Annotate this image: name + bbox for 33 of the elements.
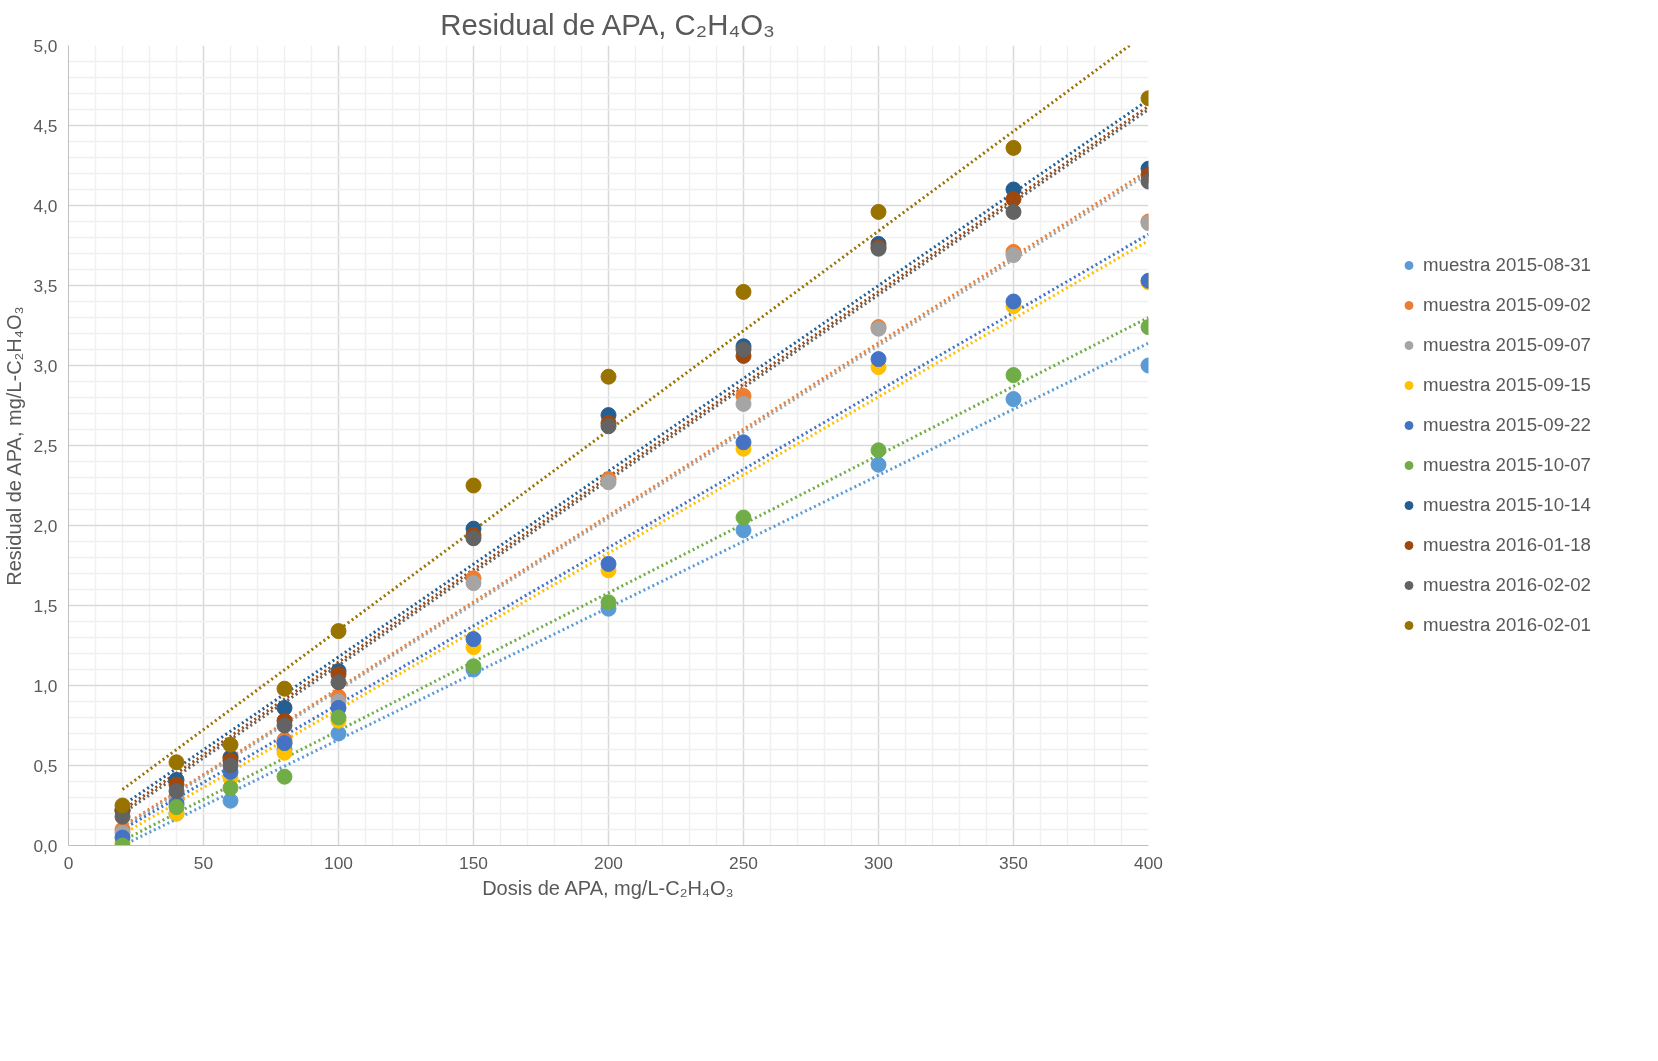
y-tick-label: 3,5 (33, 275, 58, 296)
y-tick-label: 1,5 (33, 595, 58, 616)
legend-label: muestra 2015-09-07 (1422, 334, 1592, 356)
y-tick-label: 0,0 (33, 835, 58, 856)
x-axis-title: Dosis de APA, mg/L-C₂H₄O₃ (482, 876, 734, 899)
y-tick-label: 2,0 (33, 515, 58, 536)
x-tick-label: 0 (63, 852, 74, 873)
y-tick-label: 1,0 (33, 675, 58, 696)
legend-label: muestra 2015-09-22 (1422, 414, 1592, 436)
y-tick-label: 2,5 (33, 435, 58, 456)
x-tick-label: 50 (193, 852, 214, 873)
y-tick-label: 4,0 (33, 195, 58, 216)
x-tick-label: 350 (999, 852, 1028, 873)
x-tick-label: 250 (729, 852, 758, 873)
y-tick-label: 5,0 (33, 35, 58, 56)
y-tick-label: 3,0 (33, 355, 58, 376)
legend-label: muestra 2015-10-14 (1422, 494, 1592, 516)
legend-label: muestra 2016-02-01 (1422, 614, 1592, 636)
legend-label: muestra 2015-09-15 (1422, 374, 1592, 396)
x-tick-label: 400 (1134, 852, 1163, 873)
x-tick-label: 300 (864, 852, 893, 873)
legend-label: muestra 2015-10-07 (1422, 454, 1592, 476)
legend-label: muestra 2015-09-02 (1422, 294, 1592, 316)
y-tick-label: 4,5 (33, 115, 58, 136)
x-tick-label: 100 (324, 852, 353, 873)
x-tick-label: 150 (459, 852, 488, 873)
legend-label: muestra 2016-01-18 (1422, 534, 1592, 556)
chart-title: Residual de APA, C₂H₄O₃ (440, 7, 776, 41)
y-axis-title: Residual de APA, mg/L-C₂H₄O₃ (3, 306, 26, 586)
legend-label: muestra 2015-08-31 (1422, 254, 1592, 276)
legend-label: muestra 2016-02-02 (1422, 574, 1592, 596)
y-tick-label: 0,5 (33, 755, 58, 776)
x-tick-label: 200 (594, 852, 623, 873)
